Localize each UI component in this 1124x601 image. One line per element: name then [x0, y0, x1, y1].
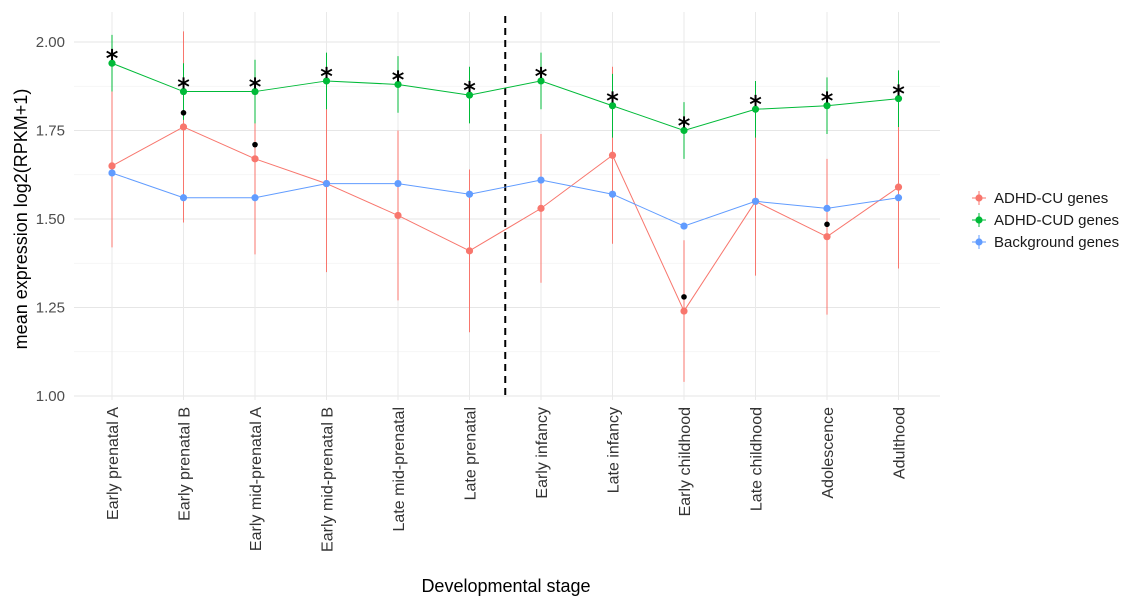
data-point [680, 307, 688, 315]
significance-dot [252, 141, 258, 148]
significance-star: * [177, 73, 190, 101]
significance-star: * [320, 62, 333, 90]
legend-label: Background genes [994, 234, 1119, 251]
x-axis: Early prenatal A Early prenatal B Early mi… [105, 407, 909, 552]
data-point [394, 180, 402, 188]
legend-key-point [975, 194, 983, 202]
data-point [823, 204, 831, 212]
x-tick-label: Late infancy [606, 407, 623, 493]
data-point [108, 59, 116, 67]
significance-dot [180, 110, 187, 116]
y-tick-label: 1.50 [36, 211, 65, 228]
significance-star: * [392, 66, 405, 94]
significance-star: * [892, 80, 905, 108]
x-tick-label: Early mid-prenatal B [320, 407, 337, 552]
data-point [823, 102, 831, 110]
x-tick-label: Early infancy [534, 407, 551, 499]
data-point [680, 126, 688, 135]
significance-star: * [606, 87, 619, 115]
x-tick-label: Early mid-prenatal A [248, 407, 265, 551]
data-point [179, 123, 188, 131]
x-tick-label: Early prenatal A [105, 407, 122, 520]
data-point [251, 194, 259, 202]
data-point [465, 247, 474, 255]
data-point [394, 80, 402, 89]
significance-star: * [106, 45, 119, 73]
data-point [108, 162, 116, 170]
series-line [111, 172, 899, 227]
y-tick-label: 1.00 [36, 388, 65, 405]
data-point [322, 77, 331, 85]
data-point [537, 204, 545, 212]
significance-star: * [678, 112, 691, 140]
x-tick-label: Late mid-prenatal [391, 407, 408, 532]
x-tick-label: Adolescence [820, 407, 837, 499]
data-point [680, 222, 688, 230]
data-point [894, 95, 903, 103]
data-point [823, 233, 831, 241]
series-line [111, 126, 899, 313]
x-tick-label: Early prenatal B [177, 407, 194, 521]
data-point [394, 211, 402, 220]
significance-star: * [463, 76, 476, 104]
legend: ADHD-CU genes ADHD-CUD genes Background ge… [972, 190, 1119, 251]
significance-dot [824, 221, 830, 228]
data-point [251, 155, 259, 163]
legend-label: ADHD-CUD genes [994, 212, 1119, 229]
series-points [108, 59, 903, 315]
y-tick-label: 1.75 [36, 123, 65, 140]
legend-key-point [975, 216, 983, 224]
data-point [608, 102, 617, 110]
data-point [179, 194, 188, 202]
x-tick-label: Late childhood [749, 407, 766, 511]
data-point [465, 190, 474, 198]
significance-star: * [749, 91, 762, 119]
y-tick-label: 2.00 [36, 34, 65, 51]
data-point [537, 77, 545, 85]
series-lines [111, 62, 899, 313]
data-point [322, 180, 331, 188]
data-point [608, 151, 617, 159]
legend-key-point [975, 238, 983, 246]
significance-star: * [249, 73, 262, 101]
data-point [894, 183, 903, 191]
y-axis: 1.00 1.25 1.50 1.75 2.00 [36, 34, 65, 405]
x-tick-label: Late prenatal [463, 407, 480, 500]
data-point [537, 176, 545, 184]
x-axis-title: Developmental stage [421, 576, 590, 596]
y-tick-label: 1.25 [36, 300, 65, 317]
data-point [465, 91, 474, 99]
data-point [179, 87, 188, 96]
series-line [111, 62, 899, 132]
data-point [608, 190, 617, 198]
data-point [751, 197, 760, 205]
data-point [108, 169, 116, 177]
x-tick-label: Early childhood [677, 407, 694, 516]
y-axis-title: mean expression log2(RPKM+1) [11, 89, 31, 350]
significance-annotations: * * * * * * * * * * * * [106, 45, 905, 300]
data-point [251, 87, 259, 96]
significance-star: * [535, 62, 548, 90]
x-tick-label: Adulthood [892, 407, 909, 479]
legend-label: ADHD-CU genes [994, 190, 1108, 207]
data-point [894, 194, 903, 202]
data-point [751, 105, 760, 113]
grid [74, 12, 940, 400]
significance-star: * [821, 87, 834, 115]
significance-dot [681, 294, 687, 300]
